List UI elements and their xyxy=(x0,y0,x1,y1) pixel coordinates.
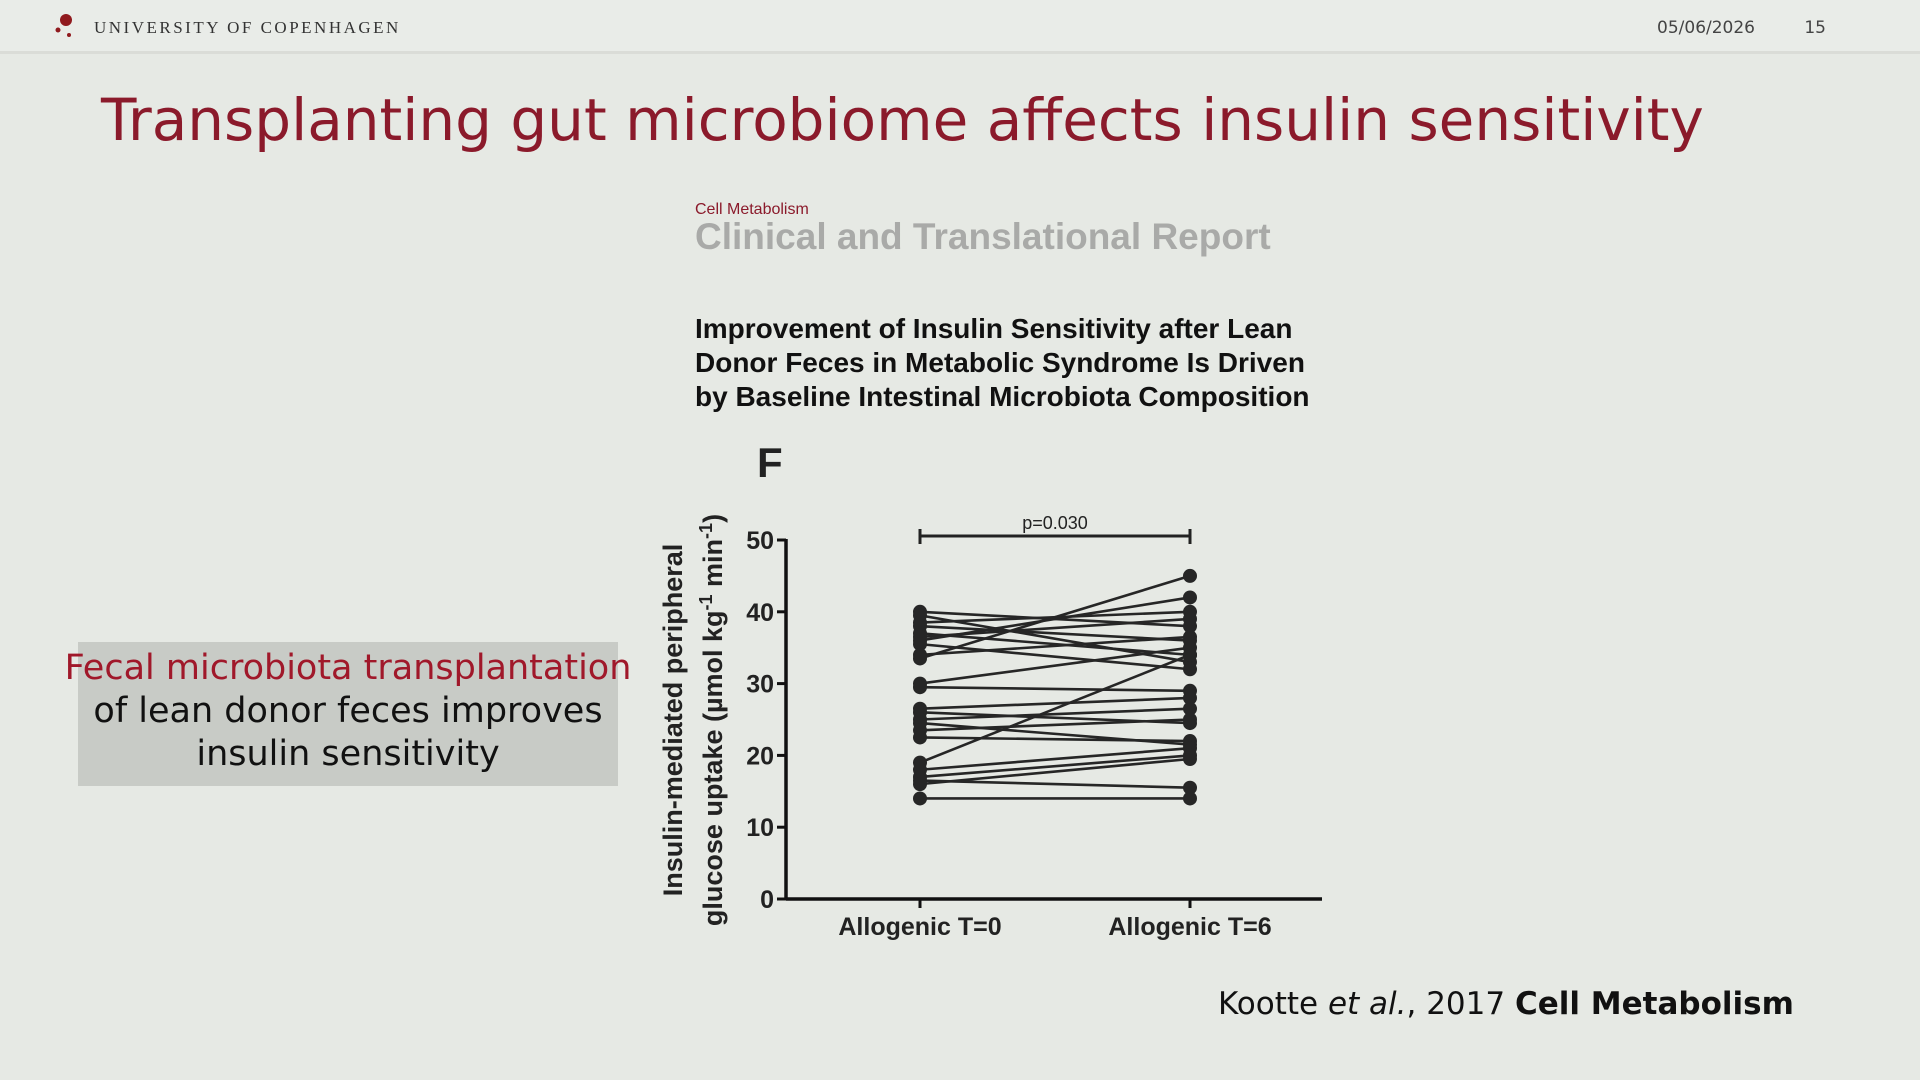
pair-line xyxy=(919,736,1191,743)
header-shadow xyxy=(0,51,1920,54)
page-number: 15 xyxy=(1804,18,1826,38)
callout-box xyxy=(78,642,618,786)
data-point xyxy=(913,730,927,745)
pair-line xyxy=(919,707,1191,721)
data-point xyxy=(1183,590,1197,605)
logo xyxy=(67,33,71,37)
pair-line xyxy=(919,653,1191,764)
annotation: p=0.030 xyxy=(1022,513,1088,533)
citation-etal: et al. xyxy=(1328,986,1407,1022)
y-tick-label: 40 xyxy=(746,599,774,627)
y-tick-label: 10 xyxy=(746,814,774,842)
x-tick-label: Allogenic T=6 xyxy=(1108,913,1271,941)
y-axis-title-sup: -1 xyxy=(696,594,716,610)
citation-year: , 2017 xyxy=(1407,986,1515,1022)
pair-line xyxy=(919,685,1191,693)
logo xyxy=(60,14,72,26)
data-point xyxy=(913,777,927,792)
header-bar xyxy=(0,0,1920,51)
data-point xyxy=(1183,690,1197,705)
data-point xyxy=(1183,662,1197,677)
pair-line xyxy=(919,596,1191,642)
institution: UNIVERSITY OF COPENHAGEN xyxy=(94,18,401,37)
data-point xyxy=(1183,751,1197,766)
pair-line xyxy=(919,718,1191,732)
data-point xyxy=(913,791,927,806)
data-point xyxy=(1183,780,1197,795)
data-point xyxy=(1183,629,1197,644)
citation: Kootte et al., 2017 Cell Metabolism xyxy=(1218,986,1794,1022)
paper-title: Donor Feces in Metabolic Syndrome Is Dri… xyxy=(695,347,1305,378)
data-point xyxy=(913,651,927,666)
paper-title: by Baseline Intestinal Microbiota Compos… xyxy=(695,381,1310,412)
data-point xyxy=(1183,791,1197,806)
citation-author: Kootte xyxy=(1218,986,1328,1022)
callout-text: insulin sensitivity xyxy=(196,734,499,774)
y-axis-title: Insulin-mediated peripheral glucose upta… xyxy=(658,514,728,926)
y-axis-title-line: Insulin-mediated peripheral xyxy=(658,544,688,897)
data-point xyxy=(1183,611,1197,626)
callout-text: of lean donor feces improves xyxy=(93,691,602,731)
panel-label: F xyxy=(757,439,783,486)
significance-bracket xyxy=(918,529,1192,544)
y-tick-label: 50 xyxy=(746,527,774,555)
data-point xyxy=(1183,568,1197,583)
date: 05/06/2026 xyxy=(1657,18,1755,38)
logo xyxy=(55,27,61,33)
pair-line xyxy=(919,574,1191,660)
y-axis-title-line: glucose uptake (µmol kg-1 min-1) xyxy=(696,514,728,926)
slide-title: Transplanting gut microbiome affects ins… xyxy=(100,86,1704,154)
y-axis-title-part: min xyxy=(698,539,728,595)
pair-line xyxy=(919,696,1191,711)
data-point xyxy=(1183,712,1197,727)
data-point xyxy=(1183,647,1197,662)
y-tick-label: 30 xyxy=(746,671,774,699)
y-axis-title-part: glucose uptake (µmol kg xyxy=(698,610,728,926)
pair-line xyxy=(919,779,1191,790)
pair-line xyxy=(919,632,1191,657)
pair-line xyxy=(919,642,1191,671)
pair-line xyxy=(919,635,1191,657)
x-tick-label: Allogenic T=0 xyxy=(838,913,1001,941)
pair-line xyxy=(919,624,1191,642)
section: Clinical and Translational Report xyxy=(695,216,1271,257)
citation-journal: Cell Metabolism xyxy=(1515,986,1794,1022)
y-axis-title-part: ) xyxy=(698,514,728,523)
pair-line xyxy=(919,754,1191,779)
paper-title: Improvement of Insulin Sensitivity after… xyxy=(695,313,1292,344)
pair-line xyxy=(919,757,1191,786)
data-point xyxy=(913,680,927,695)
y-tick-label: 0 xyxy=(760,886,774,914)
y-axis-title-sup: -1 xyxy=(696,523,716,539)
data-point xyxy=(913,637,927,652)
callout-highlight: Fecal microbiota transplantation xyxy=(65,648,632,688)
pair-line xyxy=(919,746,1191,772)
y-tick-label: 20 xyxy=(746,742,774,770)
journal: Cell Metabolism xyxy=(695,201,809,218)
data-point xyxy=(1183,701,1197,716)
pair-line xyxy=(919,646,1191,685)
